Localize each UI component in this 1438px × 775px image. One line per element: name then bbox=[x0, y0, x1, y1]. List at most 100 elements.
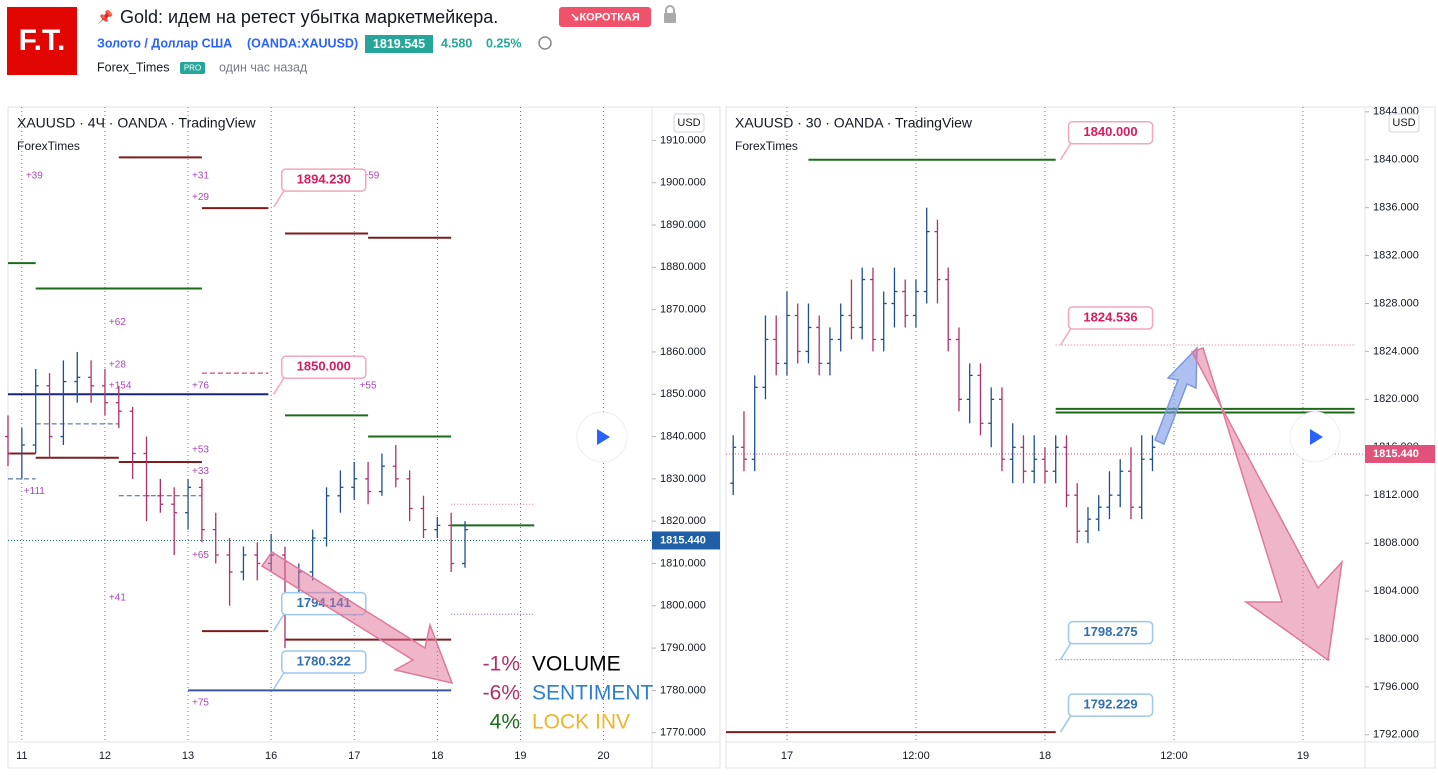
x-tick-label: 13 bbox=[182, 750, 194, 762]
callout-box bbox=[1067, 693, 1154, 717]
pin-icon: 📌 bbox=[97, 8, 113, 24]
x-tick-label: 11 bbox=[16, 750, 27, 762]
price: 1819.545 bbox=[373, 37, 425, 51]
callout-label: 1850.000 bbox=[297, 359, 351, 374]
y-tick-label: 1812.000 bbox=[1373, 489, 1419, 501]
y-tick-label: 1800.000 bbox=[1373, 633, 1419, 645]
legend-name: VOLUME bbox=[532, 653, 621, 676]
bar-annotation: +41 bbox=[109, 592, 126, 603]
callout-label: 1798.275 bbox=[1083, 624, 1137, 639]
y-tick-label: 1832.000 bbox=[1373, 249, 1419, 261]
x-tick-label: 12:00 bbox=[902, 750, 930, 762]
x-tick-label: 19 bbox=[1297, 750, 1309, 762]
x-tick-label: 18 bbox=[431, 750, 443, 762]
currency: USD bbox=[677, 117, 700, 129]
callout-pointer bbox=[273, 377, 285, 395]
legend-value: 4% bbox=[490, 711, 520, 734]
x-tick-label: 17 bbox=[781, 750, 793, 762]
callout-box bbox=[281, 650, 367, 674]
callout-pointer bbox=[273, 614, 285, 631]
legend-value: -1% bbox=[483, 653, 520, 676]
y-tick-label: 1800.000 bbox=[660, 600, 706, 612]
legend-name: SENTIMENT bbox=[532, 682, 654, 705]
callout-pointer bbox=[1059, 715, 1072, 733]
callout-label: 1840.000 bbox=[1083, 124, 1137, 139]
y-tick-label: 1790.000 bbox=[660, 642, 706, 654]
y-tick-label: 1824.000 bbox=[1373, 345, 1419, 357]
pro-badge: PRO bbox=[184, 64, 201, 73]
lock-icon bbox=[664, 13, 676, 23]
y-tick-label: 1836.000 bbox=[1373, 202, 1419, 214]
chart-subtitle: ForexTimes bbox=[17, 139, 80, 153]
bar-annotation: +111 bbox=[24, 486, 45, 497]
chart-panel: 17 12:00 18 12:00 19 1792.000 1796.000 1800.000… bbox=[725, 106, 1436, 769]
price-bg bbox=[365, 35, 433, 53]
bar-annotation: +55 bbox=[360, 380, 377, 391]
callout-pointer bbox=[1059, 143, 1072, 161]
bar-annotation: +31 bbox=[192, 171, 209, 182]
current-price-label: 1815.440 bbox=[660, 534, 706, 546]
y-tick-label: 1792.000 bbox=[1373, 729, 1419, 741]
y-tick-label: 1900.000 bbox=[660, 177, 706, 189]
bar-annotation: +59 bbox=[362, 171, 379, 182]
badge-bg bbox=[559, 7, 651, 27]
symbol-name[interactable]: Золото / Доллар США bbox=[97, 36, 232, 50]
play-icon bbox=[1310, 429, 1323, 445]
currency-box bbox=[1388, 113, 1420, 133]
drawing-arrow bbox=[1190, 347, 1344, 662]
callout-pointer bbox=[1059, 328, 1072, 346]
callout-label: 1780.322 bbox=[297, 653, 351, 668]
chart-title: XAUUSD · 4Ч · OANDA · TradingView bbox=[17, 115, 256, 131]
callout-box bbox=[281, 168, 367, 192]
bar-annotation: +154 bbox=[109, 380, 132, 391]
bar-annotation: +76 bbox=[192, 380, 209, 391]
y-tick-label: 1860.000 bbox=[660, 346, 706, 358]
bar-annotation: +29 bbox=[192, 192, 209, 203]
callout-pointer bbox=[273, 672, 285, 690]
y-tick-label: 1890.000 bbox=[660, 219, 706, 231]
callout-box bbox=[281, 355, 367, 380]
author[interactable]: Forex_Times bbox=[97, 60, 169, 74]
callout-pointer bbox=[1059, 643, 1072, 661]
y-tick-label: 1770.000 bbox=[660, 727, 706, 739]
x-tick-label: 20 bbox=[597, 750, 609, 762]
bar-annotation: +39 bbox=[26, 171, 43, 182]
x-tick-label: 16 bbox=[265, 750, 277, 762]
y-tick-label: 1828.000 bbox=[1373, 297, 1419, 309]
y-tick-label: 1808.000 bbox=[1373, 537, 1419, 549]
x-tick-label: 12:00 bbox=[1160, 750, 1188, 762]
idea-title: Gold: идем на ретест убытка маркетмейкер… bbox=[120, 7, 498, 27]
callout-pointer bbox=[273, 190, 285, 208]
drawing-arrow bbox=[260, 550, 454, 685]
symbol[interactable]: (OANDA:XAUUSD) bbox=[247, 36, 358, 50]
change: 4.580 bbox=[441, 36, 472, 50]
change-pct: 0.25% bbox=[486, 36, 521, 50]
y-tick-label: 1780.000 bbox=[660, 684, 706, 696]
y-tick-label: 1850.000 bbox=[660, 388, 706, 400]
callout-box bbox=[1067, 120, 1154, 145]
callout-box bbox=[1067, 306, 1154, 330]
chart-subtitle: ForexTimes bbox=[735, 139, 798, 153]
y-tick-label: 1810.000 bbox=[660, 557, 706, 569]
current-price-bg bbox=[1365, 444, 1435, 463]
y-tick-label: 1804.000 bbox=[1373, 585, 1419, 597]
currency-box bbox=[673, 113, 705, 133]
bar-annotation: +33 bbox=[192, 466, 209, 477]
y-tick-label: 1796.000 bbox=[1373, 681, 1419, 693]
x-tick-label: 17 bbox=[348, 750, 360, 762]
bar-annotation: +62 bbox=[109, 317, 126, 328]
bar-annotation: +65 bbox=[192, 550, 209, 561]
y-tick-label: 1870.000 bbox=[660, 304, 706, 316]
pro-bg bbox=[180, 62, 205, 74]
bar-annotation: +53 bbox=[192, 445, 209, 456]
short-badge[interactable]: ↘КОРОТКАЯ bbox=[570, 11, 640, 23]
y-tick-label: 1880.000 bbox=[660, 261, 706, 273]
x-tick-label: 18 bbox=[1039, 750, 1051, 762]
callout-box bbox=[1067, 620, 1154, 645]
drawing-arrow bbox=[1154, 346, 1198, 446]
y-tick-label: 1820.000 bbox=[660, 515, 706, 527]
chart-title: XAUUSD · 30 · OANDA · TradingView bbox=[735, 115, 973, 131]
legend-value: -6% bbox=[483, 682, 520, 705]
alarm-icon[interactable] bbox=[538, 36, 552, 50]
current-price-bg bbox=[652, 531, 720, 550]
